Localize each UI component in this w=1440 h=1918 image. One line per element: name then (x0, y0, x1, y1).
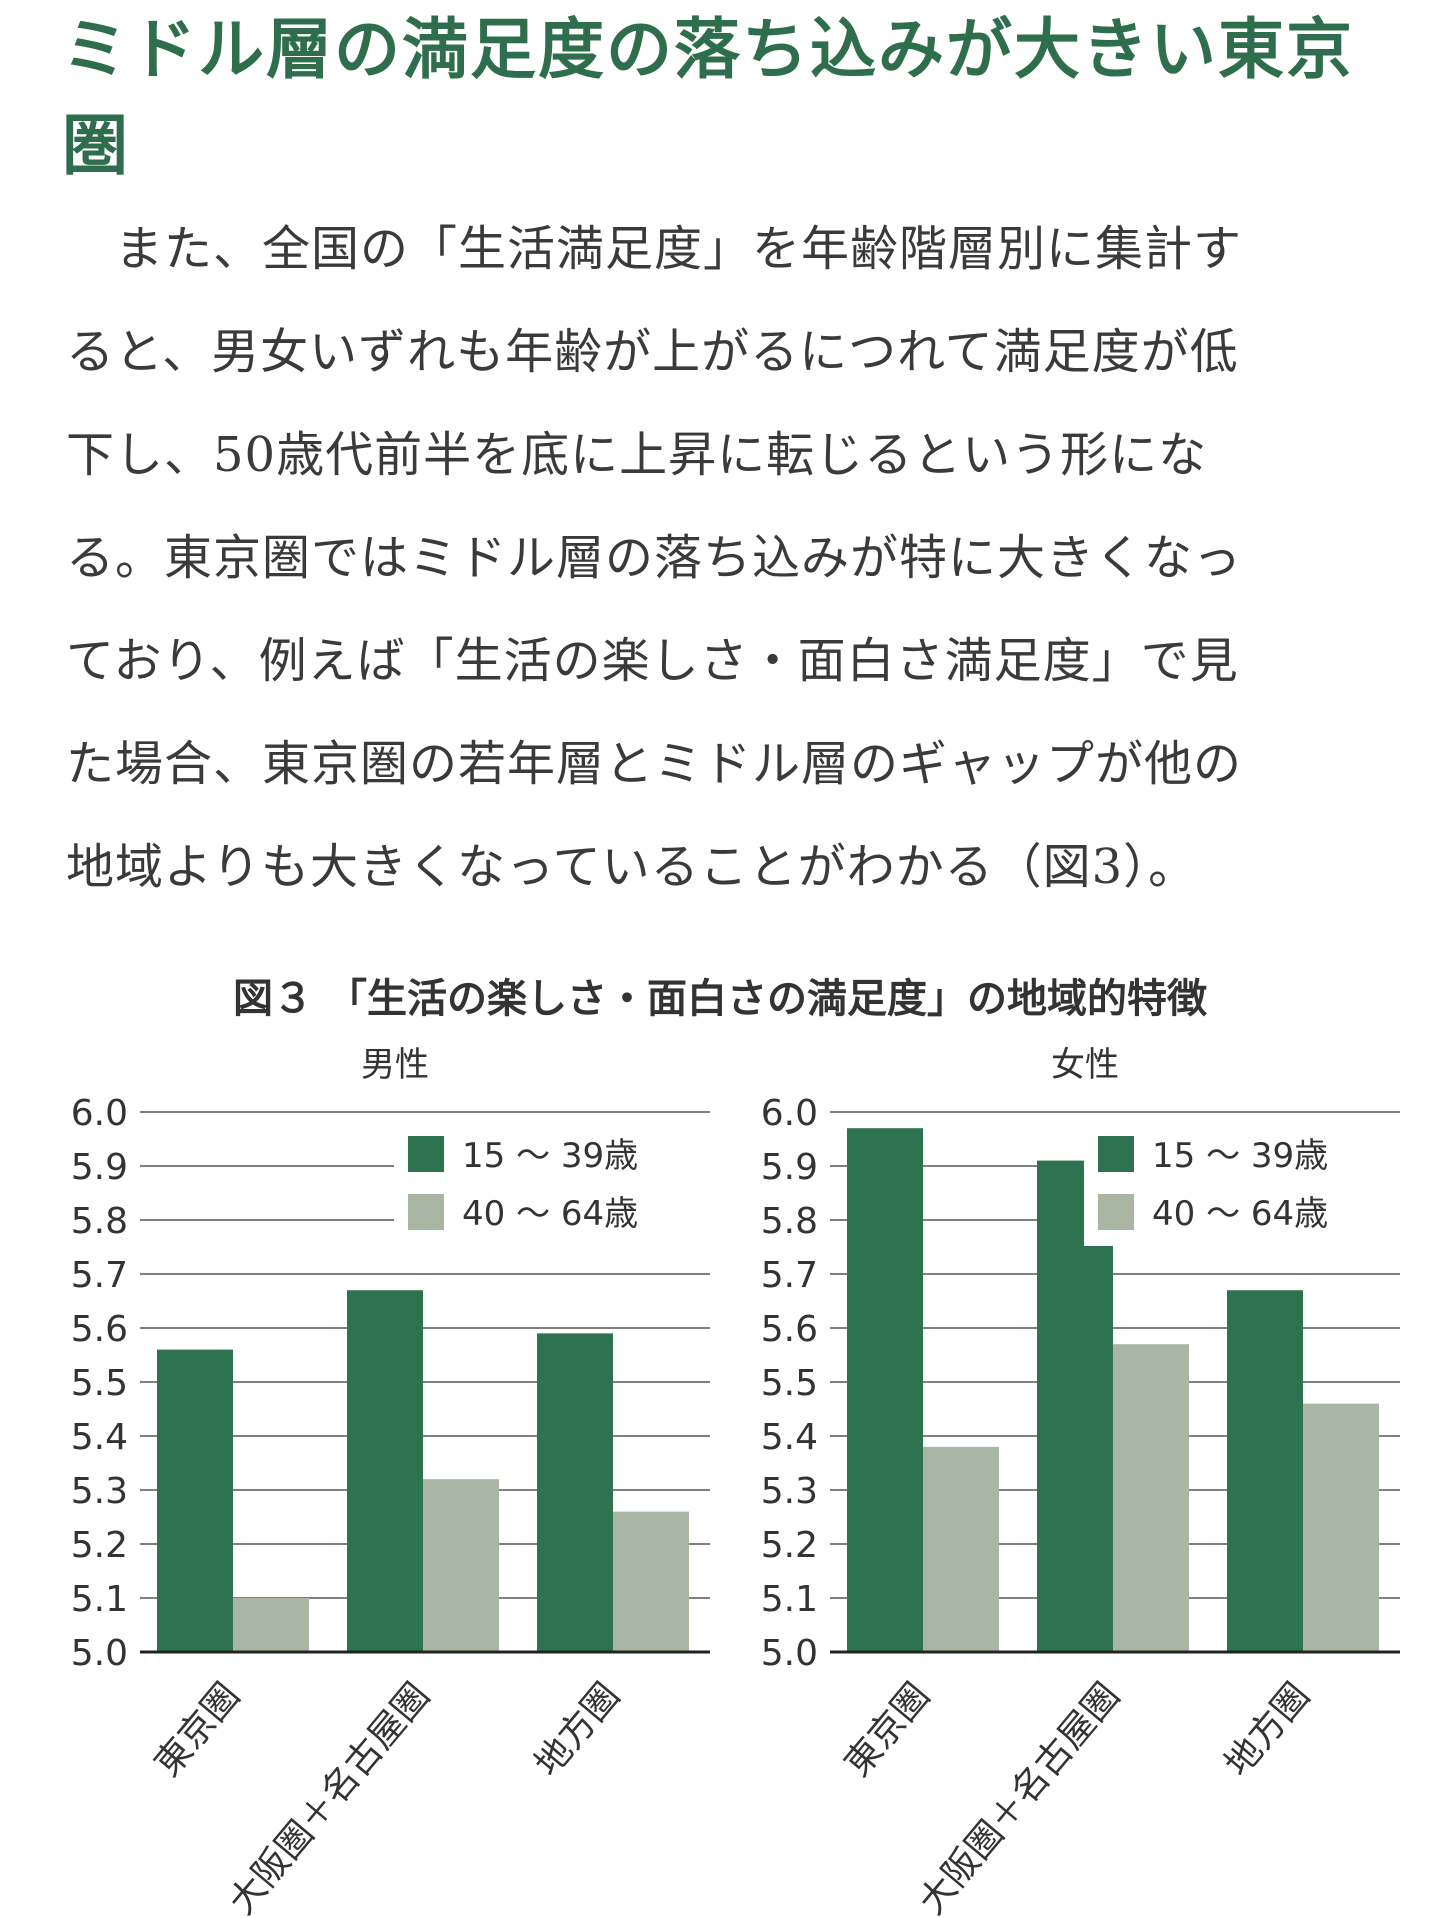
paragraph-line: ており、例えば「生活の楽しさ・面白さ満足度」で見 (66, 633, 1239, 689)
bar-middle (1113, 1344, 1189, 1652)
y-tick-label: 5.6 (761, 1309, 818, 1350)
y-tick-label: 5.3 (761, 1471, 818, 1512)
bar-young (1227, 1290, 1303, 1652)
paragraph-line: 地域よりも大きくなっていることがわかる（図3）。 (66, 839, 1198, 895)
y-tick-label: 5.9 (71, 1147, 128, 1188)
y-tick-label: 5.5 (761, 1363, 818, 1404)
y-tick-label: 5.8 (71, 1201, 128, 1242)
bar-middle (1303, 1403, 1379, 1652)
paragraph-line: る。東京圏ではミドル層の落ち込みが特に大きくなっ (66, 530, 1243, 586)
paragraph-line: ると、男女いずれも年齢が上がるにつれて満足度が低 (66, 324, 1239, 380)
y-tick-label: 5.6 (71, 1309, 128, 1350)
legend-background (394, 1126, 710, 1246)
x-category-label: 大阪圏＋名古屋圏 (911, 1675, 1128, 1918)
x-category-label: 東京圏 (837, 1675, 938, 1784)
bar-middle (423, 1479, 499, 1652)
body-paragraph: また、全国の「生活満足度」を年齢階層別に集計す ると、男女いずれも年齢が上がるに… (66, 198, 1396, 919)
legend-swatch (408, 1136, 444, 1172)
legend-swatch (408, 1194, 444, 1230)
bar-young (847, 1128, 923, 1652)
y-tick-label: 5.0 (71, 1633, 128, 1674)
y-tick-label: 5.1 (71, 1579, 128, 1620)
legend-background (1084, 1126, 1400, 1246)
legend-label: 40 ～ 64歳 (1152, 1194, 1328, 1234)
paragraph-line: た場合、東京圏の若年層とミドル層のギャップが他の (66, 736, 1243, 792)
y-tick-label: 5.2 (71, 1525, 128, 1566)
y-tick-label: 6.0 (71, 1093, 128, 1134)
y-tick-label: 5.7 (71, 1255, 128, 1296)
chart-male: 男性 5.0 5.1 5.2 5.3 5.4 5.5 5.6 5.7 5.8 5.9 6.0 東京圏大阪… (71, 1045, 710, 1918)
chart-title: 男性 (361, 1045, 429, 1085)
bar-middle (233, 1598, 309, 1652)
bar-middle (613, 1511, 689, 1652)
bar-middle (923, 1446, 999, 1652)
bar-young (537, 1333, 613, 1652)
paragraph-line: 下し、50歳代前半を底に上昇に転じるという形にな (66, 427, 1208, 483)
legend-label: 40 ～ 64歳 (462, 1194, 638, 1234)
y-tick-label: 5.2 (761, 1525, 818, 1566)
x-category-label: 地方圏 (1217, 1675, 1318, 1784)
y-tick-label: 5.1 (761, 1579, 818, 1620)
y-tick-label: 5.8 (761, 1201, 818, 1242)
y-tick-label: 5.0 (761, 1633, 818, 1674)
legend-label: 15 ～ 39歳 (1152, 1136, 1328, 1176)
chart-title: 女性 (1051, 1045, 1119, 1085)
y-tick-label: 5.4 (71, 1417, 128, 1458)
y-tick-label: 5.3 (71, 1471, 128, 1512)
legend-swatch (1098, 1136, 1134, 1172)
y-tick-label: 5.4 (761, 1417, 818, 1458)
y-tick-label: 5.9 (761, 1147, 818, 1188)
y-tick-label: 5.5 (71, 1363, 128, 1404)
section-heading: ミドル層の満足度の落ち込みが大きい東京圏 (62, 11, 1354, 184)
legend-label: 15 ～ 39歳 (462, 1136, 638, 1176)
y-tick-label: 5.7 (761, 1255, 818, 1296)
x-category-label: 東京圏 (147, 1675, 248, 1784)
chart-female: 女性 5.0 5.1 5.2 5.3 5.4 5.5 5.6 5.7 5.8 5.9 6.0 東京圏大阪… (761, 1045, 1400, 1918)
x-category-label: 地方圏 (527, 1675, 628, 1784)
legend-swatch (1098, 1194, 1134, 1230)
figure-title: 図３ 「生活の楽しさ・面白さの満足度」の地域的特徴 (233, 976, 1207, 1022)
paragraph-line: また、全国の「生活満足度」を年齢階層別に集計す (66, 221, 1243, 277)
y-tick-label: 6.0 (761, 1093, 818, 1134)
bar-young (347, 1290, 423, 1652)
x-category-label: 大阪圏＋名古屋圏 (221, 1675, 438, 1918)
bar-young (157, 1349, 233, 1652)
